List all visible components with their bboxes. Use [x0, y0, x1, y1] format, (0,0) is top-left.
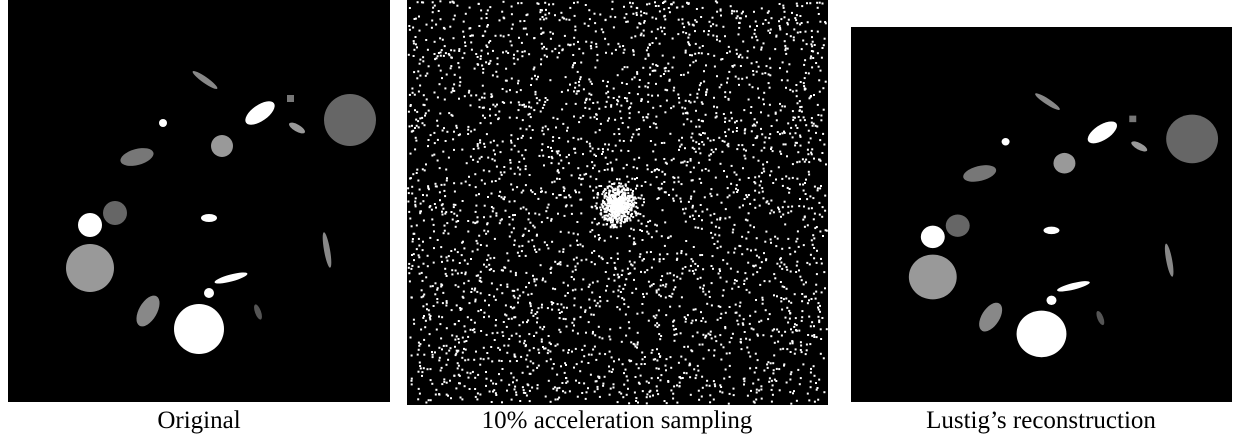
caption: Lustig’s reconstruction — [926, 407, 1156, 434]
reconstruction-image — [851, 27, 1233, 402]
caption: 10% acceleration sampling — [482, 407, 753, 434]
caption: Original — [157, 407, 240, 434]
original-image — [8, 0, 390, 402]
sampling-mask-image — [407, 0, 828, 405]
